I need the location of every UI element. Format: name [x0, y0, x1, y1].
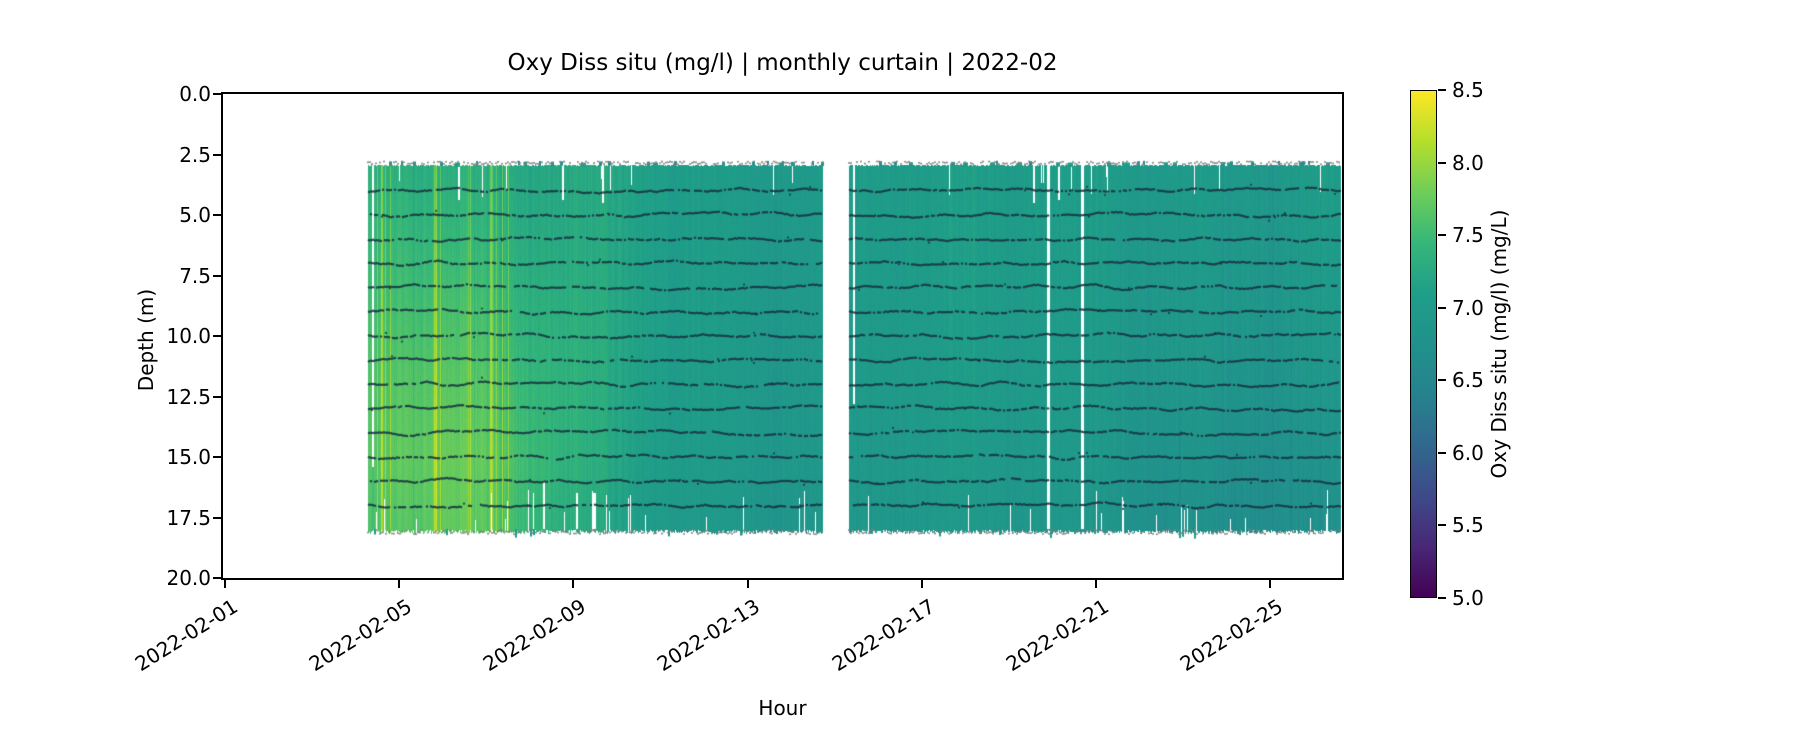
x-tick-mark	[398, 580, 401, 588]
x-tick-mark	[224, 580, 226, 588]
colorbar-tick-mark	[1438, 451, 1446, 454]
y-tick-label: 15.0	[166, 445, 211, 469]
y-tick-label: 12.5	[166, 384, 211, 409]
x-tick-label: 2022-02-17	[827, 594, 939, 676]
y-tick-label: 5.0	[179, 203, 211, 227]
y-tick-label: 2.5	[179, 142, 211, 167]
x-tick-mark	[1269, 580, 1272, 588]
colorbar-tick-label: 6.5	[1452, 368, 1484, 393]
plot-area	[221, 92, 1344, 580]
colorbar-tick-label: 8.5	[1452, 78, 1484, 102]
x-tick-mark	[746, 580, 749, 588]
colorbar-tick-label: 7.0	[1452, 295, 1484, 320]
colorbar-tick-mark	[1438, 524, 1446, 527]
x-tick-mark	[1095, 580, 1097, 588]
y-tick-mark	[213, 516, 221, 519]
colorbar-tick-label: 7.5	[1452, 223, 1484, 248]
colorbar-tick-label: 5.5	[1452, 513, 1484, 538]
colorbar-tick-mark	[1438, 234, 1446, 237]
y-tick-mark	[213, 456, 221, 458]
curtain-heatmap	[223, 94, 1342, 578]
colorbar-tick-mark	[1438, 306, 1446, 309]
x-tick-label: 2022-02-25	[1175, 594, 1287, 676]
x-tick-label: 2022-02-13	[653, 594, 765, 676]
colorbar-tick-label: 6.0	[1452, 440, 1484, 465]
x-tick-label: 2022-02-09	[478, 594, 591, 676]
x-tick-mark	[572, 580, 575, 588]
colorbar-tick-mark	[1438, 161, 1446, 164]
y-tick-label: 7.5	[179, 263, 211, 288]
x-tick-label: 2022-02-05	[304, 594, 416, 676]
x-axis-label: Hour	[758, 696, 807, 720]
chart-title: Oxy Diss situ (mg/l) | monthly curtain |…	[507, 50, 1058, 76]
colorbar-tick-label: 5.0	[1452, 586, 1484, 610]
y-tick-label: 10.0	[166, 324, 211, 348]
x-tick-label: 2022-02-01	[130, 594, 242, 676]
colorbar-label: Oxy Diss situ (mg/l) (mg/L)	[1487, 209, 1511, 479]
x-tick-label: 2022-02-21	[1001, 594, 1113, 676]
colorbar	[1410, 90, 1437, 598]
colorbar-tick-mark	[1438, 89, 1446, 91]
y-tick-mark	[213, 214, 221, 216]
y-tick-label: 20.0	[166, 566, 211, 590]
y-tick-mark	[213, 577, 221, 579]
colorbar-tick-mark	[1438, 379, 1446, 382]
y-tick-mark	[213, 335, 221, 337]
y-tick-label: 17.5	[166, 505, 211, 530]
colorbar-tick-mark	[1438, 597, 1446, 599]
y-tick-mark	[213, 153, 221, 156]
y-axis-label: Depth (m)	[134, 288, 158, 392]
x-tick-mark	[920, 580, 923, 588]
y-tick-mark	[213, 93, 221, 95]
y-tick-mark	[213, 395, 221, 398]
y-tick-mark	[213, 274, 221, 277]
y-tick-label: 0.0	[179, 82, 211, 106]
colorbar-tick-label: 8.0	[1452, 150, 1484, 175]
